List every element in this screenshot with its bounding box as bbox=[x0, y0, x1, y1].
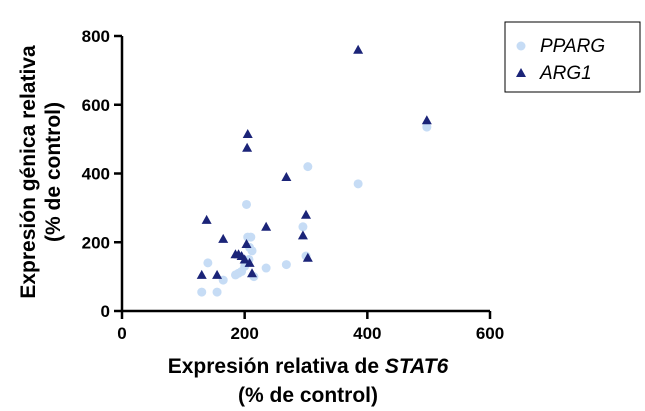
legend-marker-arg1 bbox=[516, 68, 526, 77]
point-arg1 bbox=[247, 268, 258, 278]
legend-label-pparg: PPARG bbox=[540, 36, 605, 57]
x-axis-title-line1: Expresión relativa de STAT6 bbox=[168, 355, 449, 378]
point-pparg bbox=[298, 222, 308, 232]
legend-label-arg1: ARG1 bbox=[539, 63, 592, 84]
point-arg1 bbox=[218, 233, 229, 243]
x-axis-title-line2: (% de control) bbox=[238, 384, 378, 407]
y-axis-title: Expresión génica relativa (% de control) bbox=[17, 45, 65, 299]
point-pparg bbox=[303, 162, 313, 172]
axes bbox=[120, 36, 490, 313]
legend-box bbox=[504, 21, 641, 93]
point-arg1 bbox=[302, 252, 313, 262]
point-pparg bbox=[242, 199, 252, 209]
point-arg1 bbox=[241, 238, 252, 248]
point-arg1 bbox=[242, 128, 253, 138]
point-pparg bbox=[197, 287, 207, 297]
point-arg1 bbox=[196, 269, 207, 279]
legend: PPARG ARG1 bbox=[504, 21, 641, 93]
point-pparg bbox=[246, 232, 256, 242]
point-arg1 bbox=[281, 171, 292, 181]
y-tick-label: 600 bbox=[82, 96, 110, 115]
point-pparg bbox=[281, 260, 291, 270]
point-arg1 bbox=[212, 269, 223, 279]
point-pparg bbox=[212, 287, 222, 297]
y-tick-label: 400 bbox=[82, 165, 110, 184]
point-arg1 bbox=[353, 44, 364, 54]
point-arg1 bbox=[244, 257, 255, 267]
y-tick-label: 800 bbox=[82, 27, 110, 46]
point-arg1 bbox=[239, 254, 250, 264]
legend-marker-pparg bbox=[516, 41, 526, 51]
point-pparg bbox=[261, 263, 271, 273]
x-axis-title: Expresión relativa de STAT6 (% de contro… bbox=[168, 355, 449, 407]
point-pparg bbox=[353, 179, 363, 189]
point-pparg bbox=[247, 246, 257, 256]
x-axis-title-gene: STAT6 bbox=[385, 355, 449, 378]
point-arg1 bbox=[297, 230, 308, 240]
y-axis-title-line1: Expresión génica relativa bbox=[17, 45, 40, 299]
point-pparg bbox=[203, 258, 213, 268]
y-ticks: 0 200 400 600 800 bbox=[82, 27, 122, 321]
x-tick-label: 400 bbox=[353, 324, 381, 343]
point-arg1 bbox=[201, 214, 212, 224]
point-arg1 bbox=[261, 221, 272, 231]
point-arg1 bbox=[421, 115, 432, 125]
x-tick-label: 0 bbox=[117, 324, 126, 343]
x-tick-label: 600 bbox=[476, 324, 504, 343]
x-ticks: 0 200 400 600 bbox=[117, 311, 504, 343]
data-markers bbox=[196, 44, 432, 297]
y-axis-title-line2: (% de control) bbox=[42, 102, 65, 242]
x-tick-label: 200 bbox=[230, 324, 258, 343]
y-tick-label: 200 bbox=[82, 233, 110, 252]
point-arg1 bbox=[242, 142, 253, 152]
x-axis-title-prefix: Expresión relativa de bbox=[168, 355, 385, 378]
point-pparg bbox=[422, 122, 432, 132]
y-tick-label: 0 bbox=[101, 302, 110, 321]
point-arg1 bbox=[301, 209, 311, 219]
